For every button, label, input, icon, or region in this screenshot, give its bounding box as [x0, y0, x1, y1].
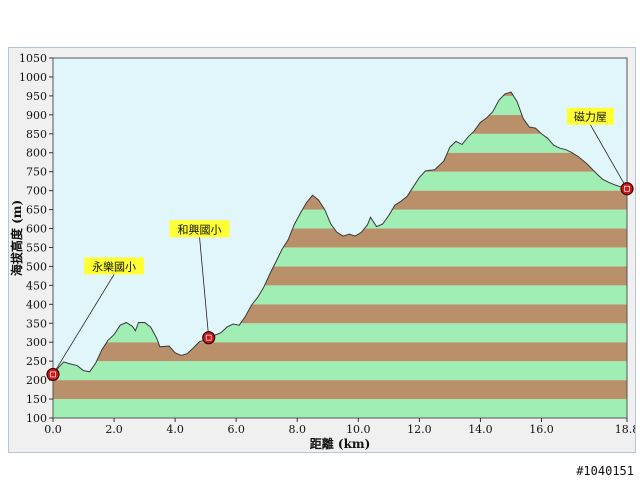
- y-tick-label: 900: [26, 109, 47, 122]
- x-tick-label: 16.0: [529, 423, 554, 436]
- marker-leader-line: [199, 237, 210, 338]
- y-tick-label: 350: [26, 317, 47, 330]
- y-tick-label: 400: [26, 298, 47, 311]
- y-axis: 100 150 200 250 300 350 400 450 500 550 600 650 700 7…: [19, 52, 53, 425]
- marker-label-box: [169, 220, 230, 238]
- x-axis-title: 距離 (km): [310, 436, 371, 451]
- elevation-band: [53, 342, 627, 362]
- watermark-id: #1040151: [576, 464, 634, 478]
- y-tick-label: 650: [26, 204, 47, 217]
- x-tick-label: 6.0: [227, 423, 245, 436]
- x-tick-label: 18.8: [615, 423, 635, 436]
- marker-磁力屋: 磁力屋: [566, 107, 634, 196]
- marker-point: [620, 182, 634, 196]
- marker-label: 和興國小: [178, 223, 222, 236]
- y-tick-label: 750: [26, 166, 47, 179]
- x-tick-label: 10.0: [346, 423, 371, 436]
- y-axis-title: 海拔高度 (m): [9, 200, 24, 276]
- y-tick-label: 850: [26, 128, 47, 141]
- x-tick-label: 2.0: [105, 423, 123, 436]
- y-tick-label: 800: [26, 147, 47, 160]
- marker-和興國小: 和興國小: [169, 220, 230, 345]
- elevation-band: [53, 323, 627, 343]
- y-tick-label: 150: [26, 393, 47, 406]
- marker-point: [46, 367, 60, 382]
- marker-label-box: [566, 107, 614, 125]
- y-tick-label: 200: [26, 374, 47, 387]
- elevation-band: [53, 380, 627, 400]
- elevation-profile-chart: 100 150 200 250 300 350 400 450 500 550 600 650 700 7…: [9, 52, 639, 451]
- marker-leader-line: [52, 274, 115, 375]
- marker-label: 永樂國小: [92, 259, 136, 273]
- y-tick-label: 950: [26, 90, 47, 103]
- y-tick-label: 700: [26, 185, 47, 198]
- x-tick-label: 14.0: [468, 423, 493, 436]
- series-line-elevation: [52, 91, 628, 375]
- elevation-band: [53, 361, 627, 381]
- y-tick-label: 1050: [19, 52, 47, 65]
- marker-label-box: [84, 257, 145, 275]
- plot-frame: [52, 57, 628, 419]
- marker-leader-line: [590, 124, 628, 189]
- y-tick-label: 300: [26, 336, 47, 349]
- marker-icon: [205, 334, 212, 341]
- chart-panel: 100 150 200 250 300 350 400 450 500 550 600 650 700 7…: [8, 47, 639, 453]
- marker-point: [202, 331, 216, 345]
- marker-icon: [50, 371, 56, 378]
- x-axis: 0.0 2.0 4.0 6.0 8.0 10.0 12.0 14.0 16.0 18.8: [44, 418, 639, 436]
- x-tick-label: 0.0: [44, 423, 62, 436]
- elevation-band: [53, 399, 627, 418]
- location-markers: 永樂國小 和興國小 磁力屋: [46, 107, 634, 382]
- x-tick-label: 8.0: [289, 423, 307, 436]
- marker-永樂國小: 永樂國小: [46, 257, 145, 382]
- y-tick-label: 450: [26, 279, 47, 292]
- sky-mask: [53, 58, 627, 375]
- y-tick-label: 550: [26, 241, 47, 254]
- x-tick-label: 12.0: [407, 423, 432, 436]
- y-tick-label: 1000: [19, 71, 47, 84]
- marker-label: 磁力屋: [574, 111, 607, 124]
- y-tick-label: 500: [26, 260, 47, 273]
- x-tick-label: 4.0: [166, 423, 184, 436]
- y-tick-label: 600: [26, 223, 47, 236]
- y-tick-label: 250: [26, 355, 47, 368]
- marker-icon: [624, 185, 630, 192]
- y-tick-label: 100: [26, 412, 47, 425]
